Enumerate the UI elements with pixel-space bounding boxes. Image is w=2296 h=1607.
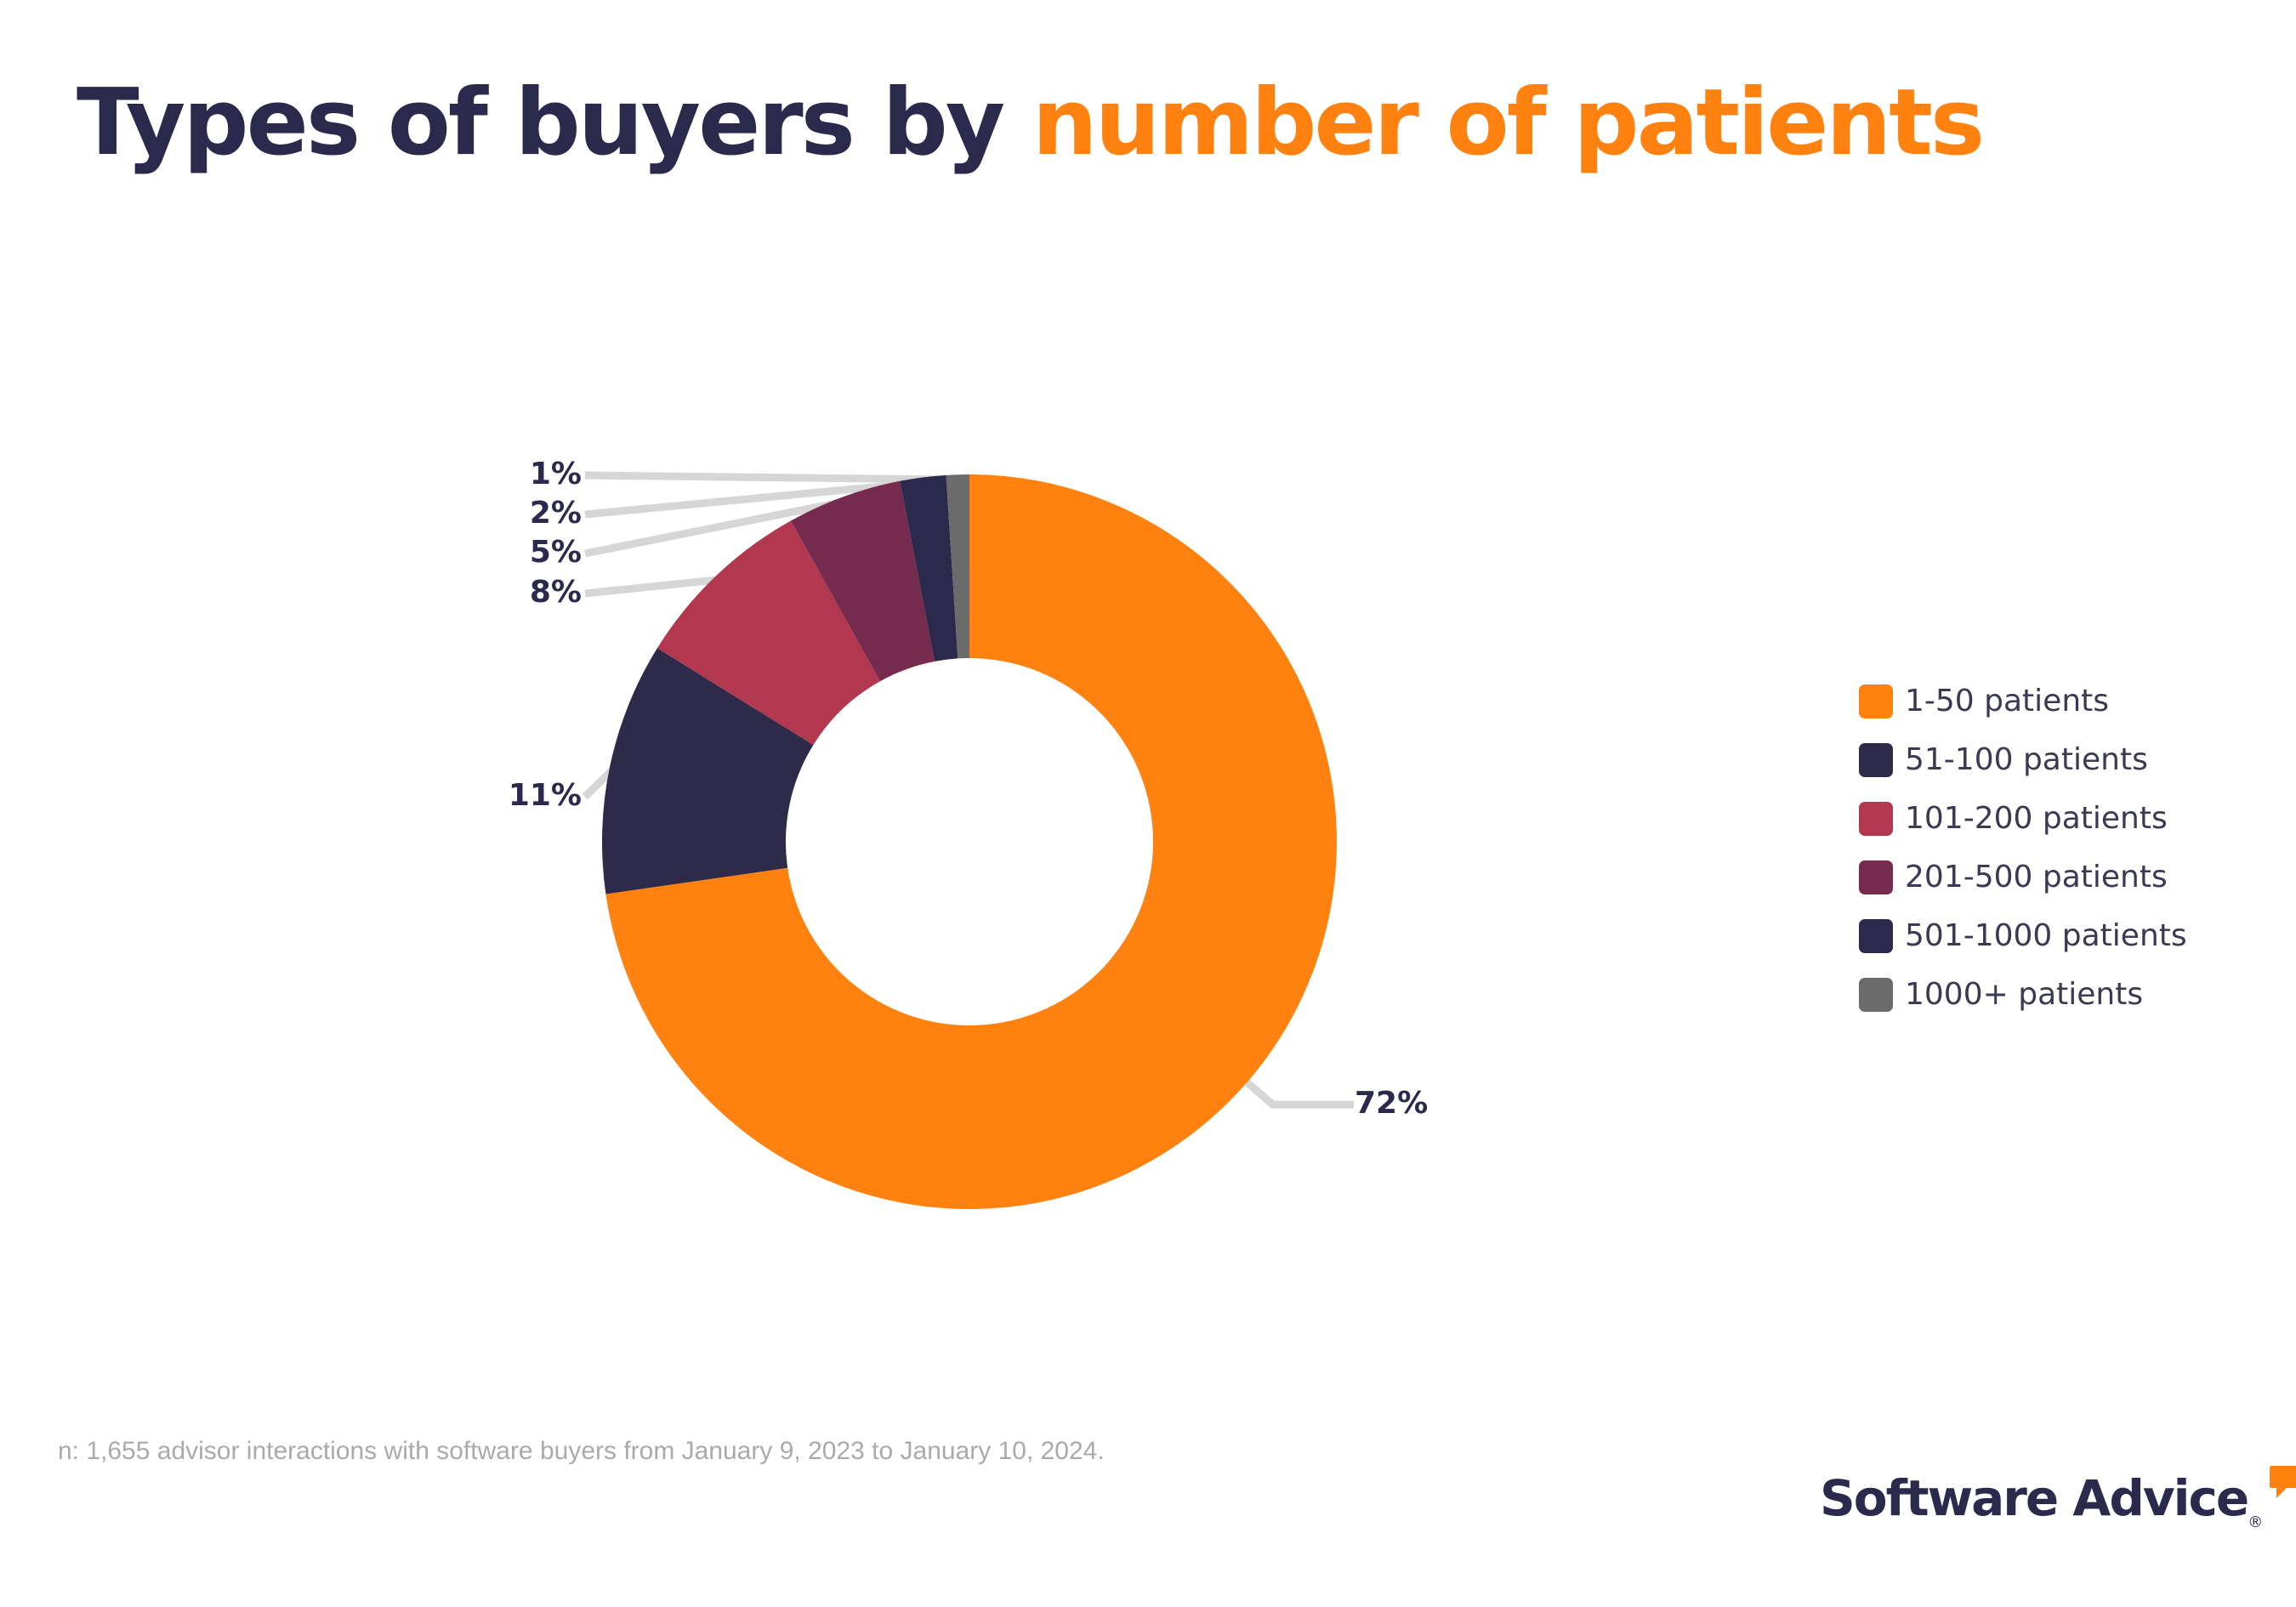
brand-registered-mark: ® xyxy=(2248,1513,2264,1531)
legend-label: 1000+ patients xyxy=(1905,977,2144,1012)
legend-swatch xyxy=(1859,918,1893,953)
donut-slice-1-50-patients xyxy=(605,474,1337,1209)
legend-swatch xyxy=(1859,860,1893,894)
legend-swatch xyxy=(1859,977,1893,1012)
legend-swatch xyxy=(1859,801,1893,836)
brand-name: Software Advice xyxy=(1820,1469,2249,1527)
chart-title-highlight: number of patients xyxy=(1031,70,1985,176)
legend-label: 201-500 patients xyxy=(1905,860,2168,894)
chart-legend: 1-50 patients 51-100 patients 101-200 pati… xyxy=(1859,672,2187,1024)
leader-line xyxy=(1241,1076,1354,1109)
donut-slice-1000-patients xyxy=(946,474,969,659)
legend-item: 1000+ patients xyxy=(1859,965,2187,1024)
legend-item: 1-50 patients xyxy=(1859,672,2187,730)
legend-swatch xyxy=(1859,684,1893,718)
data-label: 5% xyxy=(530,535,582,570)
leader-line xyxy=(584,497,847,558)
chart-title-main: Types of buyers by xyxy=(77,70,1005,176)
leader-line xyxy=(584,471,958,484)
donut-slice-101-200-patients xyxy=(656,520,880,746)
legend-item: 51-100 patients xyxy=(1859,730,2187,789)
legend-item: 201-500 patients xyxy=(1859,848,2187,906)
legend-item: 101-200 patients xyxy=(1859,789,2187,848)
data-label: 8% xyxy=(530,575,582,610)
legend-label: 51-100 patients xyxy=(1905,742,2148,777)
legend-swatch xyxy=(1859,742,1893,777)
sample-size-footnote: n: 1,655 advisor interactions with softw… xyxy=(58,1437,1105,1465)
legend-label: 101-200 patients xyxy=(1905,801,2168,836)
data-label: 1% xyxy=(530,457,582,491)
leader-line xyxy=(584,478,924,519)
legend-item: 501-1000 patients xyxy=(1859,906,2187,965)
brand-logo: Software Advice ® xyxy=(1820,1466,2296,1531)
speech-bubble-icon xyxy=(2270,1466,2296,1498)
legend-label: 501-1000 patients xyxy=(1905,918,2187,953)
legend-label: 1-50 patients xyxy=(1905,684,2110,718)
donut-slice-51-100-patients xyxy=(602,648,814,894)
leader-line xyxy=(584,576,720,598)
data-label: 72% xyxy=(1355,1086,1428,1121)
donut-slice-201-500-patients xyxy=(790,480,935,682)
data-label: 11% xyxy=(509,778,582,813)
chart-title: Types of buyers by number of patients xyxy=(77,68,1985,179)
donut-slice-501-1000-patients xyxy=(900,474,958,662)
data-label: 2% xyxy=(530,496,582,531)
